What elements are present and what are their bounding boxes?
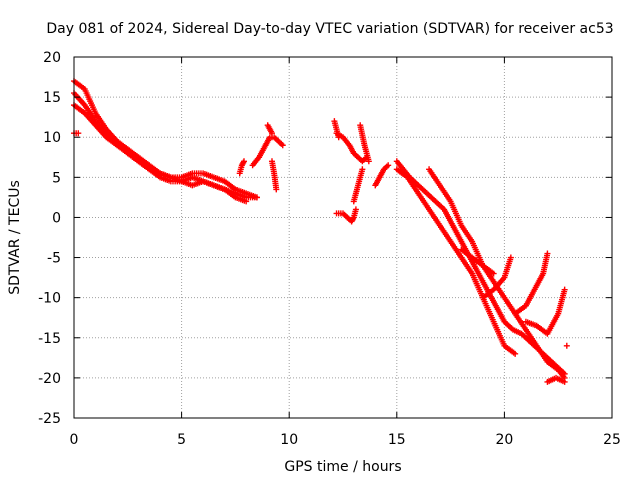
y-tick-label: 15 [43, 90, 61, 106]
series-track-r [458, 246, 497, 277]
y-tick-label: -25 [38, 411, 61, 427]
data-point [273, 186, 280, 193]
series-track-s [479, 254, 514, 301]
data-point [365, 158, 372, 165]
series-track-c [71, 90, 260, 201]
x-tick-label: 20 [495, 432, 513, 448]
data-point [507, 254, 514, 261]
grid [74, 57, 612, 418]
data-point [359, 166, 366, 173]
data-point [512, 350, 519, 357]
data-point [490, 270, 497, 277]
series-track-f [249, 134, 286, 169]
series-track-w [563, 342, 570, 349]
data-point [279, 142, 286, 149]
x-axis-label: GPS time / hours [284, 459, 401, 475]
data-point [561, 378, 568, 385]
chart-title: Day 081 of 2024, Sidereal Day-to-day VTE… [46, 21, 613, 37]
x-tick-label: 5 [177, 432, 186, 448]
x-tick-label: 10 [280, 432, 298, 448]
y-tick-label: 20 [43, 50, 61, 66]
y-tick-label: -10 [38, 291, 61, 307]
series-track-t [512, 250, 551, 317]
y-tick-label: 10 [43, 130, 61, 146]
series-track-d [71, 130, 82, 137]
series-track-g [264, 122, 275, 137]
y-tick-label: 5 [52, 170, 61, 186]
data-point [563, 342, 570, 349]
series-track-h [268, 158, 280, 193]
data-point [268, 130, 275, 137]
data-point [544, 250, 551, 257]
x-tick-label: 0 [70, 432, 79, 448]
x-tick-label: 25 [603, 432, 621, 448]
y-tick-label: -5 [47, 251, 61, 267]
y-tick-label: -15 [38, 331, 61, 347]
data-point [75, 130, 82, 137]
series-track-q [426, 166, 568, 381]
axis-ticks: 0 5 10 15 20 25 20 15 10 5 0 -5 -10 -15 -20 -25 [38, 50, 621, 448]
data-point [385, 162, 392, 169]
y-axis-label: SDTVAR / TECUs [7, 180, 23, 295]
series-track-u [522, 286, 568, 337]
data-point [253, 194, 260, 201]
x-tick-label: 15 [388, 432, 406, 448]
series-track-v [544, 374, 568, 385]
data-point [561, 286, 568, 293]
plot-frame [73, 56, 613, 419]
series-track-l [350, 166, 366, 205]
data-marks [71, 78, 570, 385]
series-track-p [393, 166, 519, 357]
series-track-e [236, 158, 248, 177]
series-track-m [357, 122, 372, 165]
series-track-n [372, 162, 392, 189]
data-point [241, 158, 248, 165]
y-tick-label: 0 [52, 210, 61, 226]
data-point [352, 206, 359, 213]
series-track-k [333, 206, 359, 225]
y-tick-label: -20 [38, 371, 61, 387]
